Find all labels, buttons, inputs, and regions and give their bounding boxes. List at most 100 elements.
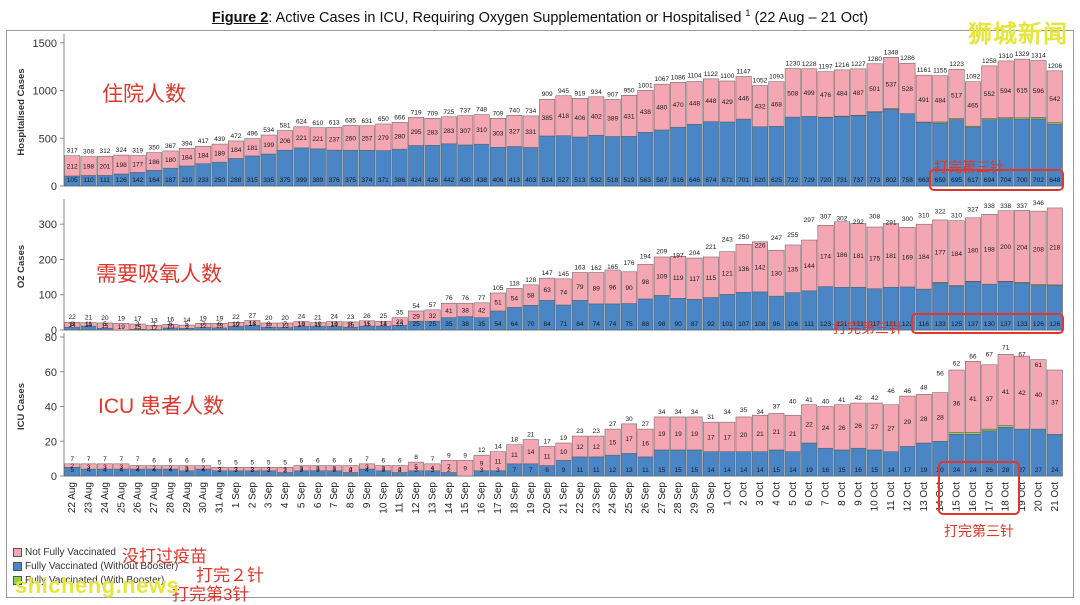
o2-cases-data-label-not-vaccinated: 19 xyxy=(118,324,126,331)
o2-cases-data-label-not-vaccinated: 12 xyxy=(150,325,158,332)
o2-cases-bar-segment xyxy=(64,321,81,328)
icu-cases-data-label-not-vaccinated: 7 xyxy=(447,464,451,471)
hospitalised-cases-data-label-total: 740 xyxy=(509,107,520,114)
icu-cases-data-label-total: 40 xyxy=(789,399,797,406)
x-tick-label: 26 Sep xyxy=(640,482,651,514)
hospitalised-cases-data-label-not-vaccinated: 186 xyxy=(149,159,160,166)
o2-cases-data-label-total: 310 xyxy=(918,213,929,220)
o2-cases-bar-segment xyxy=(604,269,621,305)
o2-cases-data-label-vaccinated: 6 xyxy=(218,321,222,328)
x-tick-label: 12 Sep xyxy=(411,482,422,514)
hospitalised-cases-data-label-vaccinated: 399 xyxy=(296,177,307,184)
o2-cases-data-label-not-vaccinated: 109 xyxy=(656,274,667,281)
o2-cases-data-label-total: 337 xyxy=(1017,203,1028,210)
legend-item-booster: Fully Vaccinated (With Booster) xyxy=(13,573,178,587)
hospitalised-cases-data-label-not-vaccinated: 402 xyxy=(591,114,602,121)
hospitalised-cases-data-label-total: 1227 xyxy=(851,61,866,68)
icu-cases-data-label-total: 23 xyxy=(576,428,584,435)
hospitalised-cases-data-label-not-vaccinated: 487 xyxy=(853,90,864,97)
hospitalised-cases-bar-segment xyxy=(391,122,408,150)
icu-cases-bar-segment xyxy=(866,402,883,451)
o2-cases-bar-segment xyxy=(506,288,523,308)
o2-cases-data-label-total: 22 xyxy=(232,314,240,321)
hospitalised-cases-data-label-total: 534 xyxy=(263,127,274,134)
o2-cases-data-label-total: 145 xyxy=(558,271,569,278)
icu-cases-bar-segment xyxy=(702,421,719,452)
icu-cases-data-label-not-vaccinated: 2 xyxy=(234,467,238,474)
hospitalised-cases-data-label-vaccinated: 335 xyxy=(263,177,274,184)
o2-cases-data-label-not-vaccinated: 90 xyxy=(625,285,633,292)
icu-cases-data-label-not-vaccinated: 5 xyxy=(414,464,418,471)
icu-cases-data-label-total: 7 xyxy=(70,456,74,463)
x-tick-label: 16 Oct xyxy=(968,482,979,512)
hospitalised-cases-data-label-not-vaccinated: 491 xyxy=(918,97,929,104)
icu-cases-data-label-total: 5 xyxy=(283,459,287,466)
hospitalised-cases-bar-segment xyxy=(719,80,736,123)
icu-cases-data-label-not-vaccinated: 2 xyxy=(267,467,271,474)
hospitalised-cases-bar-segment xyxy=(801,68,818,117)
o2-cases-data-label-not-vaccinated: 184 xyxy=(951,251,962,258)
hospitalised-cases-data-label-vaccinated: 426 xyxy=(427,177,438,184)
o2-cases-data-label-not-vaccinated: 200 xyxy=(1000,244,1011,251)
icu-cases-bar-segment xyxy=(964,361,981,433)
chart-legend: Not Fully Vaccinated Fully Vaccinated (W… xyxy=(13,545,178,587)
icu-cases-data-label-not-vaccinated: 12 xyxy=(576,444,584,451)
icu-cases-data-label-not-vaccinated: 12 xyxy=(593,444,601,451)
icu-cases-bar-segment xyxy=(915,394,932,444)
o2-cases-data-label-not-vaccinated: 136 xyxy=(738,266,749,273)
icu-cases-data-label-vaccinated: 14 xyxy=(887,467,895,474)
hospitalised-cases-data-label-not-vaccinated: 418 xyxy=(558,113,569,120)
o2-cases-data-label-total: 21 xyxy=(85,315,93,322)
hospitalised-cases-bar-segment xyxy=(735,118,752,187)
icu-cases-data-label-not-vaccinated: 40 xyxy=(1035,392,1043,399)
icu-cases-data-label-not-vaccinated: 4 xyxy=(349,467,353,474)
o2-cases-data-label-total: 247 xyxy=(771,235,782,242)
hospitalised-cases-data-label-total: 1001 xyxy=(638,82,653,89)
hospitalised-cases-bar-segment xyxy=(342,125,359,151)
icu-cases-data-label-not-vaccinated: 17 xyxy=(724,434,732,441)
icu-cases-data-label-not-vaccinated: 3 xyxy=(283,467,287,474)
hospitalised-cases-data-label-not-vaccinated: 181 xyxy=(247,145,258,152)
icu-cases-data-label-vaccinated: 19 xyxy=(805,467,813,474)
o2-cases-data-label-not-vaccinated: 180 xyxy=(967,247,978,254)
o2-cases-bar-segment xyxy=(702,256,719,298)
hospitalised-cases-data-label-not-vaccinated: 552 xyxy=(984,91,995,98)
hospitalised-cases-data-label-total: 312 xyxy=(99,148,110,155)
hospitalised-cases-data-label-total: 350 xyxy=(149,145,160,152)
hospitalised-cases-data-label-not-vaccinated: 484 xyxy=(935,97,946,104)
icu-cases-data-label-total: 67 xyxy=(1018,352,1026,359)
hospitalised-cases-data-label-total: 317 xyxy=(67,148,78,155)
x-tick-label: 14 Oct xyxy=(935,482,946,512)
o2-cases-data-label-total: 35 xyxy=(396,310,404,317)
o2-cases-data-label-not-vaccinated: 12 xyxy=(200,323,208,330)
o2-cases-data-label-total: 14 xyxy=(183,317,191,324)
hospitalised-cases-data-label-vaccinated: 424 xyxy=(411,177,422,184)
hospitalised-cases-data-label-not-vaccinated: 448 xyxy=(689,100,700,107)
o2-cases-data-label-total: 76 xyxy=(445,295,453,302)
o2-cases-bar-segment xyxy=(244,320,261,326)
hospitalised-cases-data-label-total: 324 xyxy=(116,147,127,154)
o2-cases-data-label-not-vaccinated: 218 xyxy=(1049,245,1060,252)
o2-cases-data-label-total: 105 xyxy=(492,285,503,292)
o2-cases-data-label-vaccinated: 87 xyxy=(691,321,699,328)
hospitalised-cases-bar-segment xyxy=(735,76,752,120)
hospitalised-cases-bar-segment xyxy=(850,115,867,187)
icu-cases-data-label-not-vaccinated: 20 xyxy=(740,432,748,439)
hospitalised-cases-data-label-total: 1161 xyxy=(917,67,932,74)
icu-cases-data-label-vaccinated: 4 xyxy=(119,467,123,474)
hospitalised-cases-data-label-total: 907 xyxy=(607,91,618,98)
icu-cases-data-label-not-vaccinated: 41 xyxy=(969,396,977,403)
hospitalised-cases-data-label-not-vaccinated: 310 xyxy=(476,127,487,134)
hospitalised-cases-data-label-vaccinated: 720 xyxy=(820,177,831,184)
icu-cases-data-label-vaccinated: 12 xyxy=(609,467,617,474)
o2-cases-bar-segment xyxy=(735,244,752,293)
hospitalised-cases-data-label-not-vaccinated: 432 xyxy=(755,104,766,111)
icu-cases-data-label-total: 5 xyxy=(267,459,271,466)
hospitalised-cases-data-label-vaccinated: 674 xyxy=(705,177,716,184)
icu-cases-data-label-not-vaccinated: 9 xyxy=(463,466,467,473)
icu-cases-data-label-vaccinated: 27 xyxy=(1035,467,1043,474)
icu-cases-bar-segment xyxy=(211,467,228,472)
x-tick-label: 16 Sep xyxy=(477,482,488,514)
hospitalised-cases-data-label-vaccinated: 701 xyxy=(738,177,749,184)
icu-cases-data-label-total: 6 xyxy=(398,458,402,465)
